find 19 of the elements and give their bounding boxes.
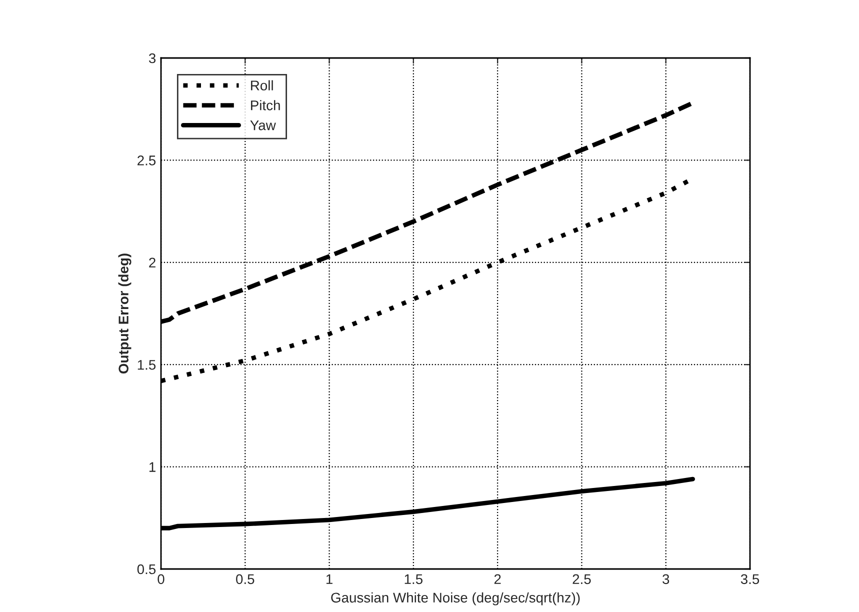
y-tick-label: 0.5 bbox=[137, 564, 156, 574]
x-tick-label: 2.5 bbox=[572, 574, 591, 584]
x-tick-label: 1 bbox=[326, 574, 332, 584]
y-tick-label: 1 bbox=[149, 462, 156, 472]
y-tick-label: 3 bbox=[148, 53, 156, 64]
legend-label: Yaw bbox=[250, 120, 276, 130]
y-tick-label: 2.5 bbox=[138, 156, 156, 166]
x-tick-label: 2 bbox=[494, 574, 501, 584]
y-tick-label: 2 bbox=[149, 258, 156, 268]
legend-label: Roll bbox=[251, 80, 273, 90]
legend-label: Pitch bbox=[251, 100, 280, 110]
x-tick-label: 0.5 bbox=[236, 574, 254, 584]
x-tick-label: 3.5 bbox=[740, 574, 760, 584]
x-axis-title: Gaussian White Noise (deg/sec/sqrt(hz)) bbox=[331, 592, 580, 606]
x-tick-label: 3 bbox=[662, 574, 670, 584]
y-tick-label: 1.5 bbox=[138, 360, 156, 370]
x-tick-label: 1.5 bbox=[404, 574, 422, 584]
x-tick-label: 0 bbox=[158, 574, 164, 584]
y-axis-title: Output Error (deg) bbox=[118, 254, 132, 374]
